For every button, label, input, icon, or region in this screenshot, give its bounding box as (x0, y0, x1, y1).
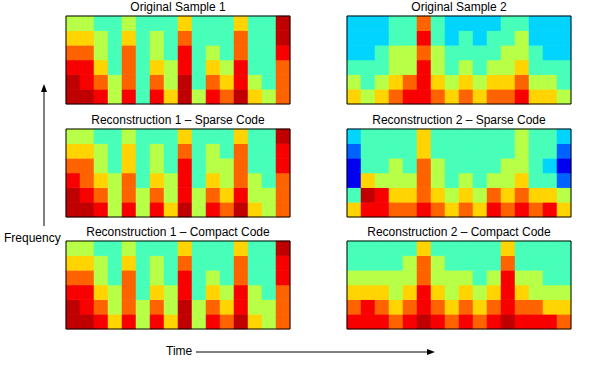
svg-text:Original Sample 2: Original Sample 2 (411, 0, 507, 14)
svg-text:Original Sample 1: Original Sample 1 (130, 0, 226, 14)
svg-text:Time: Time (166, 344, 193, 358)
svg-text:Reconstruction 2 – Sparse Code: Reconstruction 2 – Sparse Code (372, 113, 546, 127)
svg-text:Frequency: Frequency (4, 231, 61, 245)
svg-text:Reconstruction 1 – Sparse Code: Reconstruction 1 – Sparse Code (91, 113, 265, 127)
svg-text:Reconstruction 2 – Compact Cod: Reconstruction 2 – Compact Code (367, 225, 551, 239)
svg-text:Reconstruction 1 – Compact Cod: Reconstruction 1 – Compact Code (86, 225, 270, 239)
